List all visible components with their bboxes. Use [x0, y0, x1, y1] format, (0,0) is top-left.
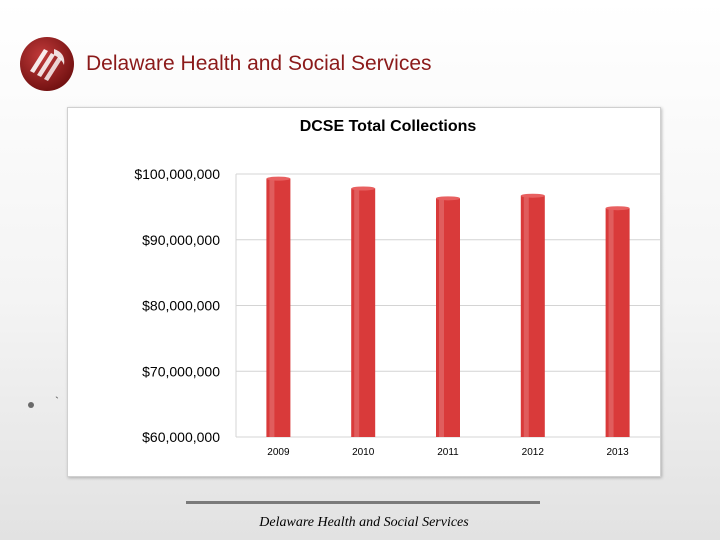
stray-mark: `	[55, 394, 59, 408]
x-tick-label: 2010	[352, 447, 375, 458]
bar	[436, 198, 460, 437]
bar-highlight	[608, 209, 614, 437]
header: Delaware Health and Social Services	[18, 34, 432, 94]
bar-cap	[605, 206, 630, 211]
bar	[351, 188, 376, 437]
y-tick-labels: $60,000,000 $70,000,000 $80,000,000 $90,000…	[134, 166, 220, 445]
bar-cap	[520, 193, 545, 198]
x-tick-label: 2013	[606, 447, 629, 458]
y-tick-label: $90,000,000	[142, 232, 220, 248]
bar-highlight	[354, 189, 360, 437]
bullet-icon	[28, 402, 34, 408]
bar-highlight	[269, 179, 275, 437]
x-tick-label: 2012	[522, 447, 545, 458]
y-tick-label: $80,000,000	[142, 298, 220, 314]
x-tick-labels: 2009 2010 2011 2012 2013	[267, 447, 629, 458]
dhss-logo-icon	[20, 37, 74, 91]
bar-chart: DCSE Total Collections $60,000,000 $70,00…	[134, 118, 660, 458]
bar-cap	[266, 176, 291, 181]
bar-cap	[436, 196, 460, 201]
x-tick-label: 2011	[437, 447, 459, 458]
bar-highlight	[523, 196, 529, 437]
chart-title: DCSE Total Collections	[300, 118, 477, 135]
footer-divider	[186, 501, 540, 504]
organization-name: Delaware Health and Social Services	[86, 52, 432, 75]
y-tick-label: $60,000,000	[142, 429, 220, 445]
bar	[605, 208, 630, 437]
bar	[266, 178, 291, 437]
footer-text: Delaware Health and Social Services	[259, 515, 469, 530]
bars	[266, 176, 630, 437]
y-tick-label: $100,000,000	[134, 166, 220, 182]
chart-panel: DCSE Total Collections $60,000,000 $70,00…	[67, 107, 661, 477]
bar-highlight	[439, 199, 444, 437]
bar	[520, 195, 545, 437]
bar-cap	[351, 186, 376, 191]
y-tick-label: $70,000,000	[142, 363, 220, 379]
x-tick-label: 2009	[267, 447, 290, 458]
